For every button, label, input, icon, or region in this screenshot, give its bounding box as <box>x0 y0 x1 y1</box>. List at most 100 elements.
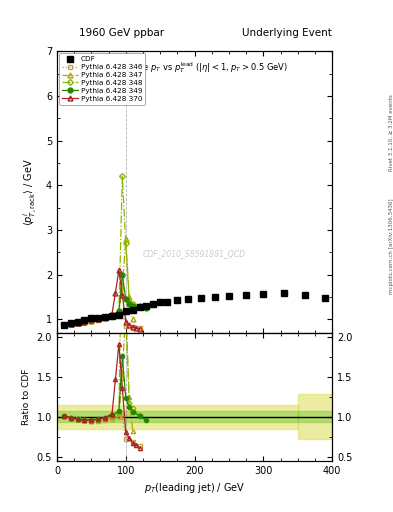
Pythia 6.428 349 <box>130 303 135 309</box>
Pythia 6.428 347 <box>123 236 128 242</box>
Pythia 6.428 346 <box>130 324 135 330</box>
Pythia 6.428 370 <box>116 267 121 273</box>
Line: Pythia 6.428 349: Pythia 6.428 349 <box>61 272 149 327</box>
Pythia 6.428 347 <box>120 285 125 291</box>
CDF <box>261 291 266 297</box>
Pythia 6.428 346 <box>103 315 108 322</box>
Pythia 6.428 348 <box>120 173 125 179</box>
Line: Pythia 6.428 370: Pythia 6.428 370 <box>61 268 142 332</box>
Text: mcplots.cern.ch [arXiv:1306.3436]: mcplots.cern.ch [arXiv:1306.3436] <box>389 198 393 293</box>
Pythia 6.428 349 <box>127 301 132 307</box>
Pythia 6.428 370 <box>96 316 101 322</box>
Bar <box>57 405 298 429</box>
Pythia 6.428 347 <box>127 294 132 300</box>
Legend: CDF, Pythia 6.428 346, Pythia 6.428 347, Pythia 6.428 348, Pythia 6.428 349, Pyt: CDF, Pythia 6.428 346, Pythia 6.428 347,… <box>59 53 145 104</box>
Pythia 6.428 370 <box>75 320 80 326</box>
Pythia 6.428 349 <box>120 272 125 278</box>
Pythia 6.428 349 <box>89 317 94 324</box>
CDF <box>137 304 142 310</box>
Pythia 6.428 349 <box>144 305 149 311</box>
Bar <box>298 411 332 422</box>
Pythia 6.428 370 <box>123 318 128 325</box>
Pythia 6.428 348 <box>127 298 132 305</box>
Pythia 6.428 348 <box>110 313 114 319</box>
Pythia 6.428 349 <box>82 318 87 325</box>
Pythia 6.428 349 <box>61 322 66 328</box>
Pythia 6.428 349 <box>110 312 114 318</box>
Pythia 6.428 370 <box>82 318 87 325</box>
Pythia 6.428 370 <box>103 314 108 320</box>
Pythia 6.428 346 <box>137 325 142 331</box>
CDF <box>61 322 66 328</box>
Pythia 6.428 348 <box>61 322 66 328</box>
Pythia 6.428 346 <box>89 317 94 324</box>
Bar <box>298 394 332 439</box>
Pythia 6.428 347 <box>82 318 87 325</box>
Pythia 6.428 370 <box>68 321 73 327</box>
Pythia 6.428 347 <box>89 317 94 324</box>
CDF <box>158 300 163 306</box>
Pythia 6.428 346 <box>110 314 114 320</box>
CDF <box>244 292 248 298</box>
Pythia 6.428 349 <box>75 320 80 326</box>
Text: Rivet 3.1.10, ≥ 3.2M events: Rivet 3.1.10, ≥ 3.2M events <box>389 95 393 172</box>
CDF <box>144 303 149 309</box>
CDF <box>75 318 80 325</box>
CDF <box>213 293 218 300</box>
Pythia 6.428 348 <box>123 240 128 246</box>
Line: Pythia 6.428 347: Pythia 6.428 347 <box>61 237 135 327</box>
CDF <box>123 308 128 314</box>
CDF <box>130 307 135 313</box>
Pythia 6.428 349 <box>103 314 108 320</box>
Pythia 6.428 347 <box>130 316 135 323</box>
CDF <box>302 292 307 298</box>
Line: Pythia 6.428 346: Pythia 6.428 346 <box>61 310 142 331</box>
Pythia 6.428 370 <box>127 322 132 328</box>
Pythia 6.428 349 <box>96 316 101 322</box>
Pythia 6.428 349 <box>68 321 73 327</box>
CDF <box>96 314 101 321</box>
Pythia 6.428 347 <box>61 322 66 328</box>
Pythia 6.428 370 <box>89 317 94 324</box>
Pythia 6.428 348 <box>116 310 121 316</box>
Pythia 6.428 347 <box>68 321 73 327</box>
CDF <box>89 315 94 322</box>
Line: Pythia 6.428 348: Pythia 6.428 348 <box>62 174 141 327</box>
CDF <box>116 312 121 318</box>
Pythia 6.428 370 <box>120 292 125 298</box>
Pythia 6.428 346 <box>123 323 128 329</box>
Pythia 6.428 346 <box>82 318 87 325</box>
Text: CDF_2010_S8591881_QCD: CDF_2010_S8591881_QCD <box>143 249 246 259</box>
Pythia 6.428 349 <box>123 296 128 303</box>
CDF <box>103 314 108 320</box>
CDF <box>227 293 231 299</box>
CDF <box>110 313 114 319</box>
CDF <box>68 321 73 327</box>
Line: CDF: CDF <box>61 290 328 328</box>
Text: Underlying Event: Underlying Event <box>242 28 332 38</box>
CDF <box>323 295 328 301</box>
CDF <box>175 297 180 303</box>
Pythia 6.428 346 <box>96 317 101 323</box>
Pythia 6.428 348 <box>89 317 94 324</box>
Text: Average $p_T$ vs $p_T^{\rm lead}$ ($|\eta| < 1$, $p_T > 0.5$ GeV): Average $p_T$ vs $p_T^{\rm lead}$ ($|\et… <box>112 60 288 75</box>
CDF <box>185 296 190 302</box>
Pythia 6.428 370 <box>137 326 142 332</box>
Pythia 6.428 348 <box>82 318 87 325</box>
Pythia 6.428 347 <box>116 310 121 316</box>
Pythia 6.428 347 <box>75 320 80 326</box>
Pythia 6.428 349 <box>137 304 142 310</box>
Pythia 6.428 348 <box>96 316 101 323</box>
Pythia 6.428 348 <box>137 303 142 309</box>
Pythia 6.428 346 <box>68 321 73 327</box>
CDF <box>151 301 156 307</box>
Pythia 6.428 347 <box>103 314 108 321</box>
Pythia 6.428 370 <box>110 311 114 317</box>
Pythia 6.428 348 <box>130 301 135 307</box>
Pythia 6.428 370 <box>130 325 135 331</box>
X-axis label: $p_T$(leading jet) / GeV: $p_T$(leading jet) / GeV <box>144 481 245 495</box>
CDF <box>199 295 204 301</box>
Pythia 6.428 349 <box>116 308 121 314</box>
CDF <box>165 298 169 305</box>
Pythia 6.428 347 <box>96 316 101 323</box>
